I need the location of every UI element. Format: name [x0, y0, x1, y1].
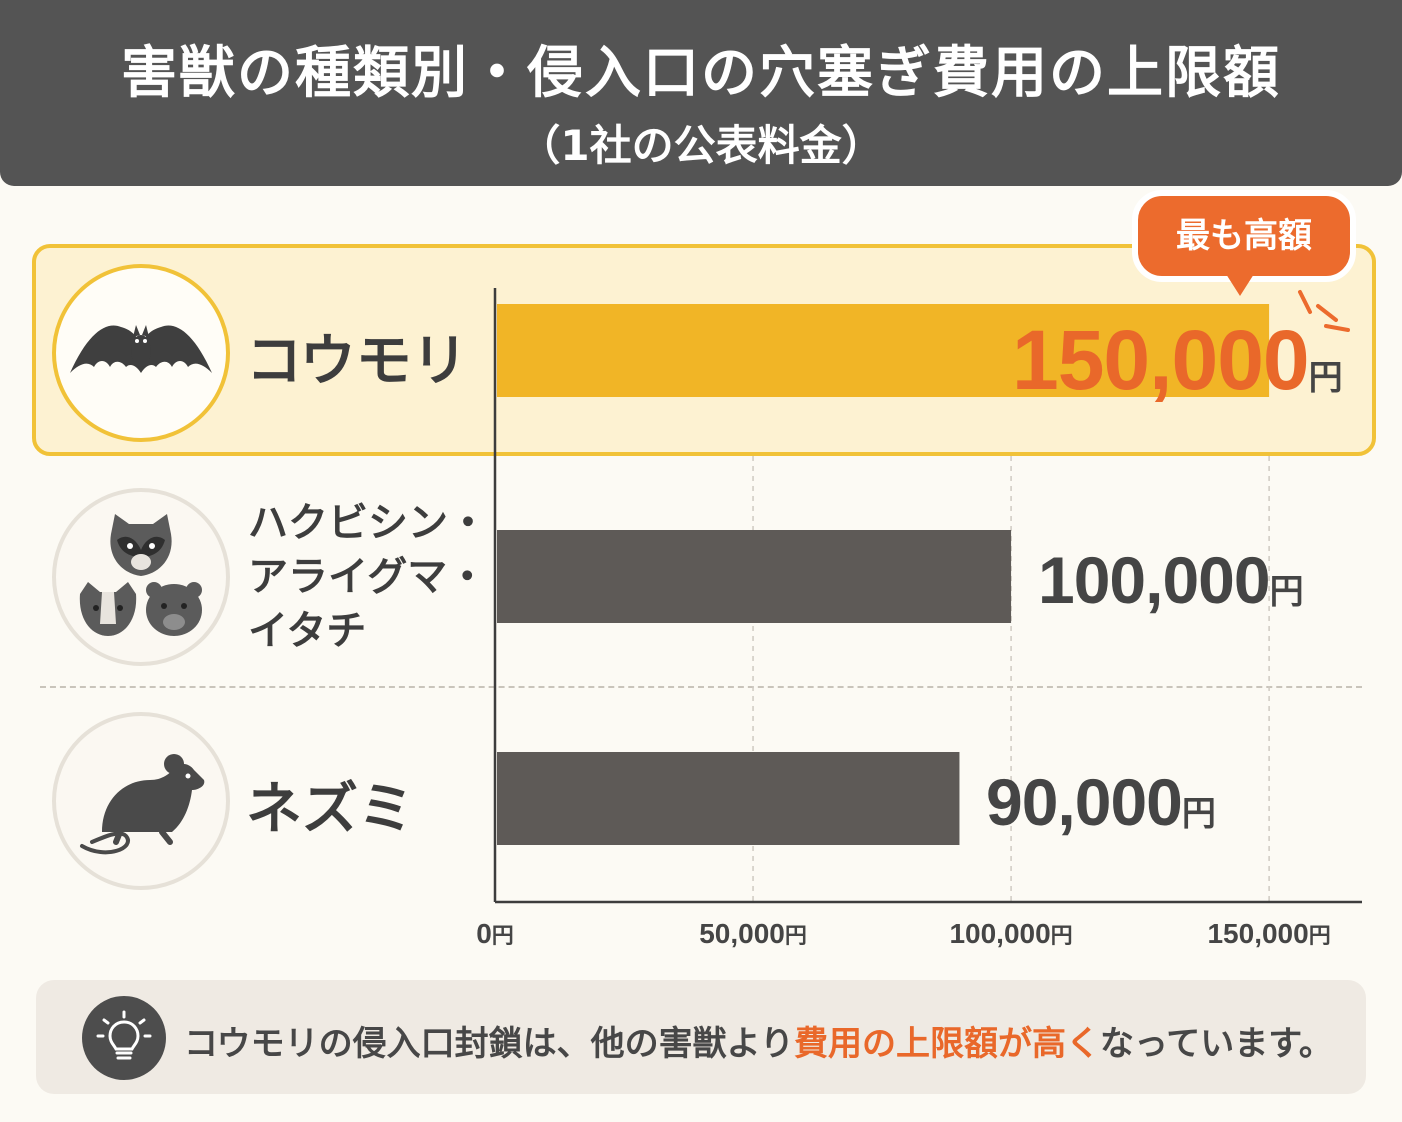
value-row-3: 90,000円	[986, 764, 1216, 840]
highest-badge: 最も高額	[1132, 190, 1356, 282]
label-line: アライグマ・	[248, 554, 488, 600]
note-text: コウモリの侵入口封鎖は、他の害獣より費用の上限額が高くなっています。	[184, 1016, 1333, 1065]
label-line: ネズミ	[246, 777, 414, 842]
tick-unit: 円	[1308, 923, 1331, 948]
value-number: 150,000	[1012, 313, 1310, 407]
value-row-1: 150,000円	[1012, 312, 1343, 409]
mouse-icon	[52, 712, 230, 890]
note-emphasis: 費用の上限額が高く	[793, 1024, 1100, 1064]
value-unit: 円	[1181, 795, 1216, 833]
row-divider	[40, 686, 1362, 688]
emphasis-spark	[1324, 324, 1350, 332]
x-tick-label: 150,000円	[1207, 918, 1330, 950]
value-unit: 円	[1269, 573, 1304, 611]
masked-animals-icon	[52, 488, 230, 666]
bar-2	[497, 530, 1012, 623]
page-title: 害獣の種類別・侵入口の穴塞ぎ費用の上限額	[121, 41, 1281, 106]
emphasis-spark	[1298, 290, 1312, 314]
label-line: イタチ	[248, 608, 367, 654]
value-row-2: 100,000円	[1038, 542, 1304, 618]
tick-unit: 円	[491, 923, 514, 948]
label-line: コウモリ	[246, 329, 468, 394]
tick-num: 150,000	[1207, 918, 1309, 949]
value-unit: 円	[1308, 359, 1343, 397]
note-after: なっています。	[1099, 1024, 1333, 1064]
value-number: 100,000	[1038, 543, 1271, 617]
emphasis-spark	[1316, 304, 1338, 322]
label-row-3: ネズミ	[246, 764, 414, 845]
label-row-1: コウモリ	[246, 316, 468, 397]
value-number: 90,000	[986, 765, 1183, 839]
page-subtitle: （1社の公表料金）	[518, 121, 884, 170]
x-tick-label: 0円	[476, 918, 514, 950]
label-row-2: ハクビシン・ アライグマ・ イタチ	[248, 496, 488, 658]
lightbulb-icon	[82, 996, 166, 1080]
tick-num: 0	[476, 918, 492, 949]
bat-icon	[52, 264, 230, 442]
x-tick-label: 50,000円	[699, 918, 807, 950]
note-box: コウモリの侵入口封鎖は、他の害獣より費用の上限額が高くなっています。	[36, 980, 1366, 1094]
bar-3	[497, 752, 960, 845]
tick-unit: 円	[1050, 923, 1073, 948]
x-tick-label: 100,000円	[949, 918, 1072, 950]
tick-unit: 円	[784, 923, 807, 948]
tick-num: 50,000	[699, 918, 785, 949]
label-line: ハクビシン・	[248, 500, 488, 546]
badge-tail	[1226, 274, 1254, 296]
tick-num: 100,000	[949, 918, 1051, 949]
header-banner: 害獣の種類別・侵入口の穴塞ぎ費用の上限額 （1社の公表料金）	[0, 0, 1402, 186]
bar-1	[497, 304, 1270, 397]
note-before: コウモリの侵入口封鎖は、他の害獣より	[184, 1024, 794, 1064]
